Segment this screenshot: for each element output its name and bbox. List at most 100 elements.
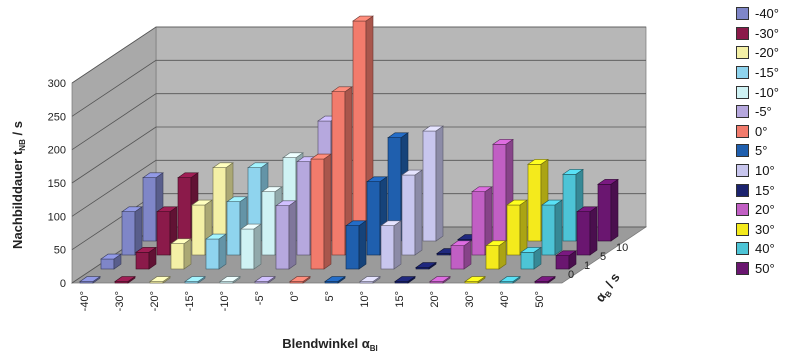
bar-side	[393, 220, 402, 270]
bar-front	[506, 204, 521, 256]
bar-top	[324, 276, 346, 282]
bar-front	[121, 211, 136, 256]
x-tick-label: 10°	[359, 291, 371, 308]
legend-swatch	[736, 26, 749, 40]
bar-front	[156, 211, 171, 256]
bar-top	[520, 247, 542, 253]
bar-top	[415, 262, 437, 268]
bar-top	[485, 240, 507, 246]
bar-top	[576, 206, 598, 212]
legend-swatch	[736, 85, 749, 99]
depth-tick-label: 10	[616, 242, 628, 254]
y-tick-label: 50	[54, 245, 66, 257]
bar-front	[135, 252, 150, 270]
bar-front	[380, 225, 395, 270]
legend-item: 20°	[736, 200, 800, 220]
bar-top	[499, 276, 521, 282]
bar-side	[323, 153, 332, 270]
bar-top	[345, 220, 367, 226]
bar-front	[170, 243, 185, 270]
x-tick-label: -40°	[79, 291, 91, 311]
legend-swatch	[736, 183, 749, 197]
legend-swatch	[736, 262, 749, 276]
bar-top	[219, 276, 241, 282]
y-tick-label: 200	[48, 145, 66, 157]
legend-swatch	[736, 164, 749, 178]
bar-top	[429, 276, 451, 282]
bar-side	[134, 206, 143, 256]
bar-front	[331, 91, 346, 256]
bar-top	[135, 247, 157, 253]
legend-label: 50°	[755, 261, 775, 277]
gridline	[71, 159, 646, 217]
bar-top	[464, 276, 486, 282]
bar-top	[492, 139, 514, 145]
bar-front	[422, 130, 437, 242]
x-tick-label: -10°	[219, 291, 231, 311]
bar-front	[555, 255, 570, 270]
bar-front	[226, 201, 241, 256]
bar-top	[149, 276, 171, 282]
x-tick-label: 0°	[289, 291, 301, 302]
legend-label: 20°	[755, 202, 775, 218]
legend-label: 40°	[755, 241, 775, 257]
bar-front	[485, 245, 500, 270]
bar-front	[471, 191, 486, 256]
bar-front	[212, 167, 227, 242]
bar-top	[114, 276, 136, 282]
x-tick-label: -20°	[149, 291, 161, 311]
bar-top	[380, 220, 402, 226]
bar-front	[191, 204, 206, 256]
x-tick-label: 15°	[394, 291, 406, 308]
legend-label: -15°	[755, 65, 779, 81]
legend-label: 0°	[755, 123, 768, 139]
legend-swatch	[736, 242, 749, 256]
bar-side	[414, 169, 423, 256]
bar-front	[310, 158, 325, 270]
bar-top	[275, 200, 297, 206]
legend-swatch	[736, 46, 749, 60]
bar-front	[142, 177, 157, 242]
bar-side	[218, 233, 227, 270]
bar-top	[555, 250, 577, 256]
legend-swatch	[736, 66, 749, 80]
bar-top	[289, 276, 311, 282]
bar-top	[170, 238, 192, 244]
bar-front	[520, 252, 535, 270]
bar-side	[253, 223, 262, 270]
depth-tick-label: 5	[600, 251, 606, 263]
bar-front	[177, 177, 192, 242]
bar-top	[240, 223, 262, 230]
legend-item: -15°	[736, 63, 800, 83]
bar-front	[562, 174, 577, 242]
x-tick-label: 20°	[429, 291, 441, 308]
bar-top	[422, 125, 444, 132]
legend-item: 0°	[736, 122, 800, 142]
depth-axis-title: αB / s	[592, 270, 624, 306]
y-tick-label: 150	[48, 178, 66, 190]
bar-top	[79, 276, 101, 282]
legend-item: -5°	[736, 102, 800, 122]
y-tick-label: 0	[60, 278, 66, 290]
legend-swatch	[736, 144, 749, 158]
bar-front	[261, 191, 276, 256]
x-tick-label: 50°	[534, 291, 546, 308]
bar-top	[177, 172, 199, 178]
legend-item: -30°	[736, 24, 800, 44]
gridline	[71, 26, 646, 84]
bar-top	[226, 196, 248, 202]
bar-top	[282, 152, 304, 158]
legend-label: 15°	[755, 182, 775, 198]
bar-front	[296, 161, 311, 256]
bar-top	[156, 206, 178, 212]
legend-label: -40°	[755, 6, 779, 22]
bar-front	[576, 211, 591, 256]
legend-item: 15°	[736, 180, 800, 200]
bar-top	[100, 253, 122, 260]
legend-item: 30°	[736, 220, 800, 240]
bar-front	[541, 204, 556, 256]
legend-item: -40°	[736, 4, 800, 24]
bar-top	[597, 179, 619, 185]
bar-side	[589, 206, 598, 256]
